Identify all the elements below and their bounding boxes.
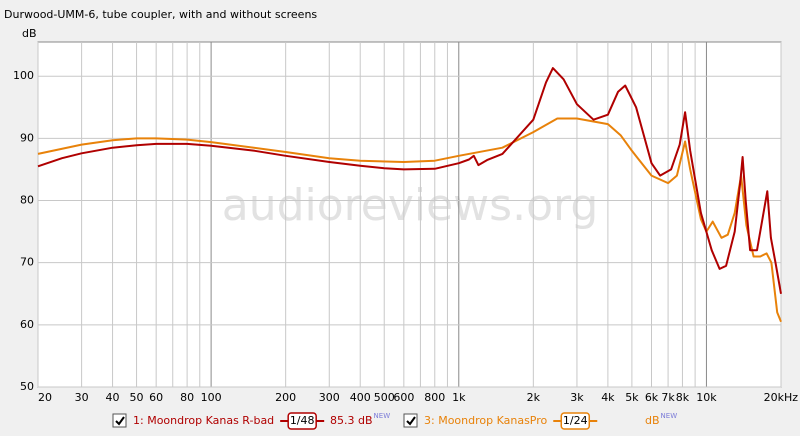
x-tick-label: 100	[201, 391, 222, 404]
checkbox-box	[112, 413, 127, 428]
x-tick-label: 300	[319, 391, 340, 404]
x-tick-label: 400	[350, 391, 371, 404]
x-tick-label: 800	[424, 391, 445, 404]
series-line	[37, 67, 782, 294]
series-line	[37, 117, 782, 323]
x-tick-label: 6k	[645, 391, 659, 404]
smoothing-label: 1/24	[563, 414, 588, 427]
level-label: dB	[645, 414, 660, 427]
y-tick-label: 90	[20, 131, 34, 144]
y-axis-label: dB	[22, 27, 37, 40]
x-tick-label: 3k	[570, 391, 584, 404]
x-tick-label: 30	[75, 391, 89, 404]
x-tick-label: 200	[275, 391, 296, 404]
x-tick-label: 80	[180, 391, 194, 404]
x-tick-label: 20kHz	[764, 391, 799, 404]
y-tick-label: 50	[20, 380, 34, 393]
x-tick-label: 8k	[676, 391, 690, 404]
level-label: 85.3 dB	[330, 414, 373, 427]
y-tick-label: 80	[20, 194, 34, 207]
x-tick-label: 2k	[527, 391, 541, 404]
x-tick-label: 10k	[696, 391, 717, 404]
smoothing-button[interactable]: 1/48	[287, 412, 317, 430]
smoothing-box	[287, 412, 317, 430]
x-tick-label: 20	[38, 391, 52, 404]
legend: 1: Moondrop Kanas R-bad 1/48 85.3 dB NEW 3: …	[112, 412, 678, 430]
y-tick-label: 70	[20, 256, 34, 269]
checkbox-check	[406, 416, 416, 426]
checkbox-check	[115, 416, 125, 426]
y-tick-label: 60	[20, 318, 34, 331]
watermark: audioreviews.org	[222, 180, 599, 231]
new-badge: NEW	[374, 412, 391, 420]
chart-title: Durwood-UMM-6, tube coupler, with and wi…	[4, 8, 317, 21]
x-tick-label: 1k	[452, 391, 466, 404]
x-tick-label: 600	[393, 391, 414, 404]
legend-label: 1: Moondrop Kanas R-bad	[133, 414, 274, 427]
smoothing-box	[560, 412, 591, 430]
new-badge: NEW	[661, 412, 678, 420]
x-tick-label: 500	[374, 391, 395, 404]
checkbox[interactable]	[403, 413, 418, 428]
legend-label: 3: Moondrop KanasPro	[424, 414, 548, 427]
smoothing-button[interactable]: 1/24	[560, 412, 591, 430]
x-tick-label: 60	[149, 391, 163, 404]
smoothing-label: 1/48	[290, 414, 315, 427]
plot-area	[37, 41, 782, 388]
x-tick-label: 50	[130, 391, 144, 404]
y-tick-label: 100	[13, 69, 34, 82]
checkbox-box	[403, 413, 418, 428]
x-tick-label: 40	[106, 391, 120, 404]
x-tick-label: 4k	[601, 391, 615, 404]
x-tick-label: 5k	[625, 391, 639, 404]
checkbox[interactable]	[112, 413, 127, 428]
x-tick-label: 7k	[661, 391, 675, 404]
